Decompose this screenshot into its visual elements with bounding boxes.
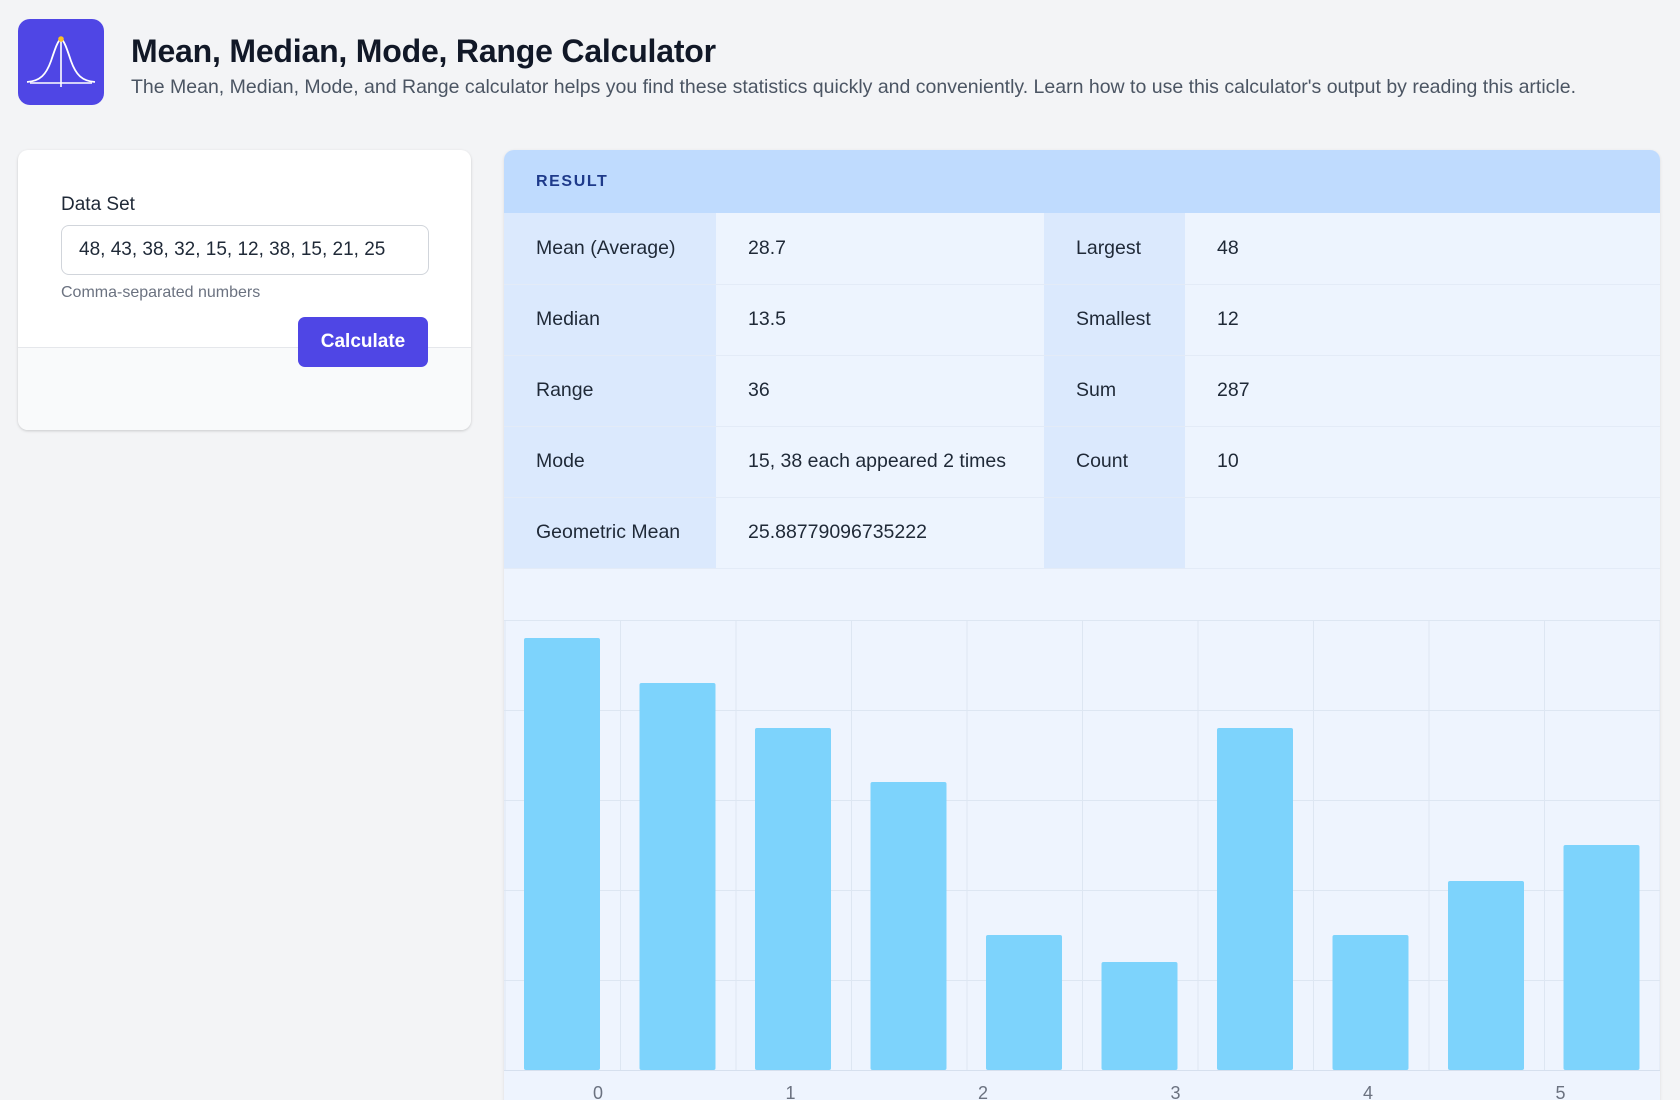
stat-value: 287 [1185,355,1660,427]
page-header: Mean, Median, Mode, Range Calculator The… [18,19,1668,107]
calculate-button[interactable]: Calculate [298,317,428,367]
page-title: Mean, Median, Mode, Range Calculator [131,33,716,69]
stat-label: Range [504,355,716,427]
stat-value: 48 [1185,213,1660,285]
table-row: Mean (Average) 28.7 Largest 48 [504,213,1660,285]
x-tick-label: 5 [1555,1083,1565,1100]
stat-label: Geometric Mean [504,497,716,569]
chart-bar [1332,935,1409,1070]
chart-bar [1101,962,1178,1070]
result-table: Mean (Average) 28.7 Largest 48 Median 13… [504,213,1660,569]
x-tick-label: 3 [1170,1083,1180,1100]
stat-label: Smallest [1044,284,1185,356]
stat-label: Mode [504,426,716,498]
stat-value [1185,497,1660,569]
x-tick-label: 4 [1363,1083,1373,1100]
chart-bar [639,683,716,1070]
stat-label: Median [504,284,716,356]
data-set-label: Data Set [61,194,135,215]
result-header: RESULT [504,150,1660,213]
stat-value: 36 [716,355,1044,427]
table-row: Median 13.5 Smallest 12 [504,284,1660,356]
bar-chart-svg: 0 1 2 3 4 5 [504,620,1660,1100]
stat-value: 15, 38 each appeared 2 times [716,426,1044,498]
page-subtitle: The Mean, Median, Mode, and Range calcul… [131,76,1576,98]
stat-label: Sum [1044,355,1185,427]
stat-label: Count [1044,426,1185,498]
data-set-help: Comma-separated numbers [61,284,261,301]
table-row: Geometric Mean 25.88779096735222 [504,497,1660,569]
app-logo [18,19,104,105]
stat-value: 25.88779096735222 [716,497,1044,569]
x-tick-label: 1 [785,1083,795,1100]
stat-value: 12 [1185,284,1660,356]
x-tick-label: 2 [978,1083,988,1100]
chart-bar [1448,881,1524,1070]
chart-bar [1217,728,1293,1070]
stat-label [1044,497,1185,569]
x-tick-label: 0 [593,1083,603,1100]
stat-label: Largest [1044,213,1185,285]
bell-curve-icon [26,36,96,87]
chart-bar [755,728,831,1070]
chart-bar [986,935,1062,1070]
chart-bar [524,638,600,1070]
stat-value: 28.7 [716,213,1044,285]
stat-value: 13.5 [716,284,1044,356]
table-row: Mode 15, 38 each appeared 2 times Count … [504,426,1660,498]
stat-value: 10 [1185,426,1660,498]
result-card: RESULT Mean (Average) 28.7 Largest 48 Me… [504,150,1660,1100]
input-card: Data Set Comma-separated numbers Calcula… [18,150,471,430]
data-set-input[interactable] [61,225,429,275]
chart-bar [1563,845,1640,1070]
chart-bar [870,782,947,1070]
result-heading: RESULT [536,173,609,190]
stat-label: Mean (Average) [504,213,716,285]
bar-chart: 0 1 2 3 4 5 [504,569,1660,1100]
table-row: Range 36 Sum 287 [504,355,1660,427]
input-card-body: Data Set Comma-separated numbers [18,150,471,347]
